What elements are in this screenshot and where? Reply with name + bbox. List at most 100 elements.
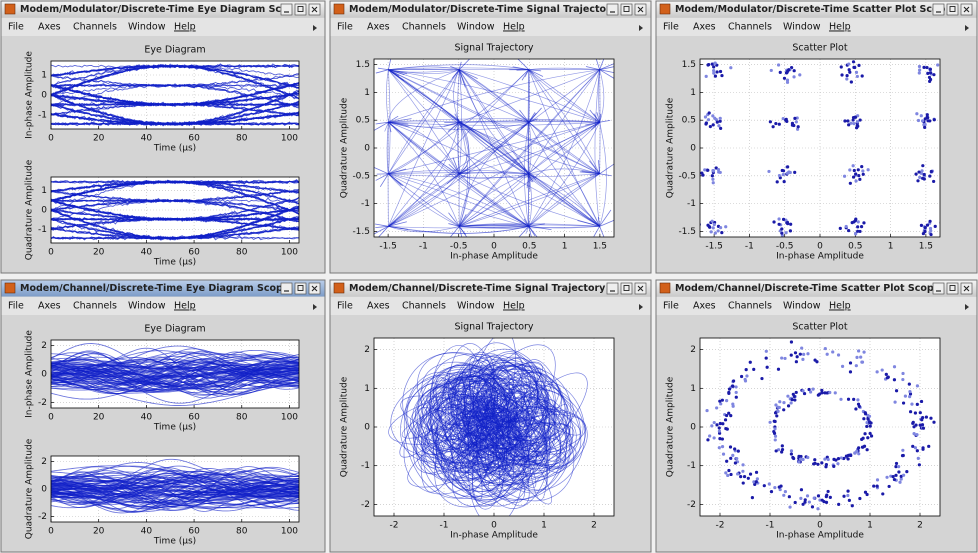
- minimize-button[interactable]: [280, 282, 293, 295]
- scatter-point: [734, 385, 738, 389]
- menu-item[interactable]: Channels: [73, 301, 117, 312]
- menu-item[interactable]: Channels: [402, 301, 446, 312]
- minimize-button[interactable]: [932, 282, 945, 295]
- maximize-button[interactable]: [620, 282, 633, 295]
- signal-trace: [459, 69, 600, 123]
- signal-trace: [599, 173, 612, 177]
- scatter-point: [706, 118, 711, 122]
- maximize-button[interactable]: [946, 282, 959, 295]
- y-tick-label: 1.5: [356, 60, 370, 70]
- button-frame[interactable]: [280, 3, 293, 16]
- minimize-button[interactable]: [606, 282, 619, 295]
- minimize-button[interactable]: [606, 3, 619, 16]
- button-frame[interactable]: [294, 282, 307, 295]
- menu-arrow[interactable]: [313, 25, 317, 31]
- signal-trace: [388, 173, 600, 178]
- y-axis-label: Quadrature Amplitude: [340, 376, 350, 477]
- button-frame[interactable]: [606, 282, 619, 295]
- scatter-point: [786, 394, 790, 398]
- signal-trace: [599, 69, 605, 123]
- menu-item[interactable]: Channels: [728, 22, 772, 33]
- menu-item[interactable]: File: [8, 22, 24, 33]
- button-frame[interactable]: [946, 3, 959, 16]
- signal-trace: [528, 173, 600, 227]
- menu-item[interactable]: Help: [829, 22, 851, 33]
- button-frame[interactable]: [620, 282, 633, 295]
- menu-arrow[interactable]: [965, 25, 969, 31]
- signal-trace: [458, 173, 529, 227]
- menu-item[interactable]: Help: [174, 22, 196, 33]
- signal-trace: [496, 387, 581, 466]
- menu-item[interactable]: Channels: [728, 301, 772, 312]
- signal-trace: [595, 59, 600, 70]
- menu-item[interactable]: Channels: [402, 22, 446, 33]
- scatter-point: [784, 71, 789, 75]
- menu-item[interactable]: Window: [457, 22, 495, 33]
- scatter-point: [851, 164, 855, 168]
- menu-item[interactable]: Axes: [693, 22, 716, 33]
- scatter-point: [923, 125, 927, 129]
- button-glyph: [637, 6, 644, 13]
- maximize-button[interactable]: [620, 3, 633, 16]
- menu-item[interactable]: Help: [174, 301, 196, 312]
- scatter-point: [925, 65, 929, 70]
- scatter-point: [884, 372, 888, 377]
- close-button[interactable]: [308, 282, 321, 295]
- menu-item[interactable]: Axes: [38, 22, 61, 33]
- y-tick-label: -1.5: [678, 227, 696, 237]
- button-frame[interactable]: [932, 282, 945, 295]
- menu-item[interactable]: File: [8, 301, 24, 312]
- button-frame[interactable]: [946, 282, 959, 295]
- menu-arrow[interactable]: [313, 304, 317, 310]
- menu-item[interactable]: Channels: [73, 22, 117, 33]
- close-button[interactable]: [634, 3, 647, 16]
- menu-item[interactable]: Axes: [693, 301, 716, 312]
- signal-trace: [51, 367, 299, 378]
- menu-arrow[interactable]: [965, 304, 969, 310]
- menu-arrow[interactable]: [639, 304, 643, 310]
- menu-arrow[interactable]: [639, 25, 643, 31]
- menu-item[interactable]: File: [337, 22, 353, 33]
- menu-item[interactable]: File: [663, 301, 679, 312]
- button-frame[interactable]: [280, 282, 293, 295]
- menu-item[interactable]: Window: [457, 301, 495, 312]
- scatter-point: [880, 368, 884, 372]
- menu-item[interactable]: Window: [128, 22, 166, 33]
- menu-item[interactable]: Window: [783, 301, 821, 312]
- menu-item[interactable]: Help: [829, 301, 851, 312]
- close-button[interactable]: [308, 3, 321, 16]
- menu-item[interactable]: File: [663, 22, 679, 33]
- scatter-point: [837, 502, 841, 506]
- y-tick-label: 2: [41, 341, 47, 351]
- scatter-point: [773, 419, 777, 424]
- button-frame[interactable]: [932, 3, 945, 16]
- menu-item[interactable]: Axes: [38, 301, 61, 312]
- scatter-point: [784, 117, 788, 121]
- y-tick-label: 0: [41, 370, 47, 380]
- button-frame[interactable]: [294, 3, 307, 16]
- minimize-button[interactable]: [280, 3, 293, 16]
- close-button[interactable]: [634, 282, 647, 295]
- y-tick-label: 0.5: [356, 116, 370, 126]
- scatter-point: [928, 174, 932, 178]
- close-button[interactable]: [960, 3, 973, 16]
- scatter-point: [802, 352, 806, 357]
- menu-item[interactable]: Axes: [367, 301, 390, 312]
- maximize-button[interactable]: [946, 3, 959, 16]
- button-frame[interactable]: [620, 3, 633, 16]
- maximize-button[interactable]: [294, 282, 307, 295]
- menu-item[interactable]: File: [337, 301, 353, 312]
- minimize-button[interactable]: [932, 3, 945, 16]
- menu-item[interactable]: Window: [783, 22, 821, 33]
- menu-item[interactable]: Help: [503, 22, 525, 33]
- scatter-point: [720, 437, 724, 441]
- maximize-button[interactable]: [294, 3, 307, 16]
- close-button[interactable]: [960, 282, 973, 295]
- menu-item[interactable]: Help: [503, 301, 525, 312]
- menu-item[interactable]: Window: [128, 301, 166, 312]
- scatter-point: [734, 390, 738, 395]
- signal-trace: [410, 393, 486, 442]
- scatter-point: [718, 119, 722, 123]
- button-frame[interactable]: [606, 3, 619, 16]
- menu-item[interactable]: Axes: [367, 22, 390, 33]
